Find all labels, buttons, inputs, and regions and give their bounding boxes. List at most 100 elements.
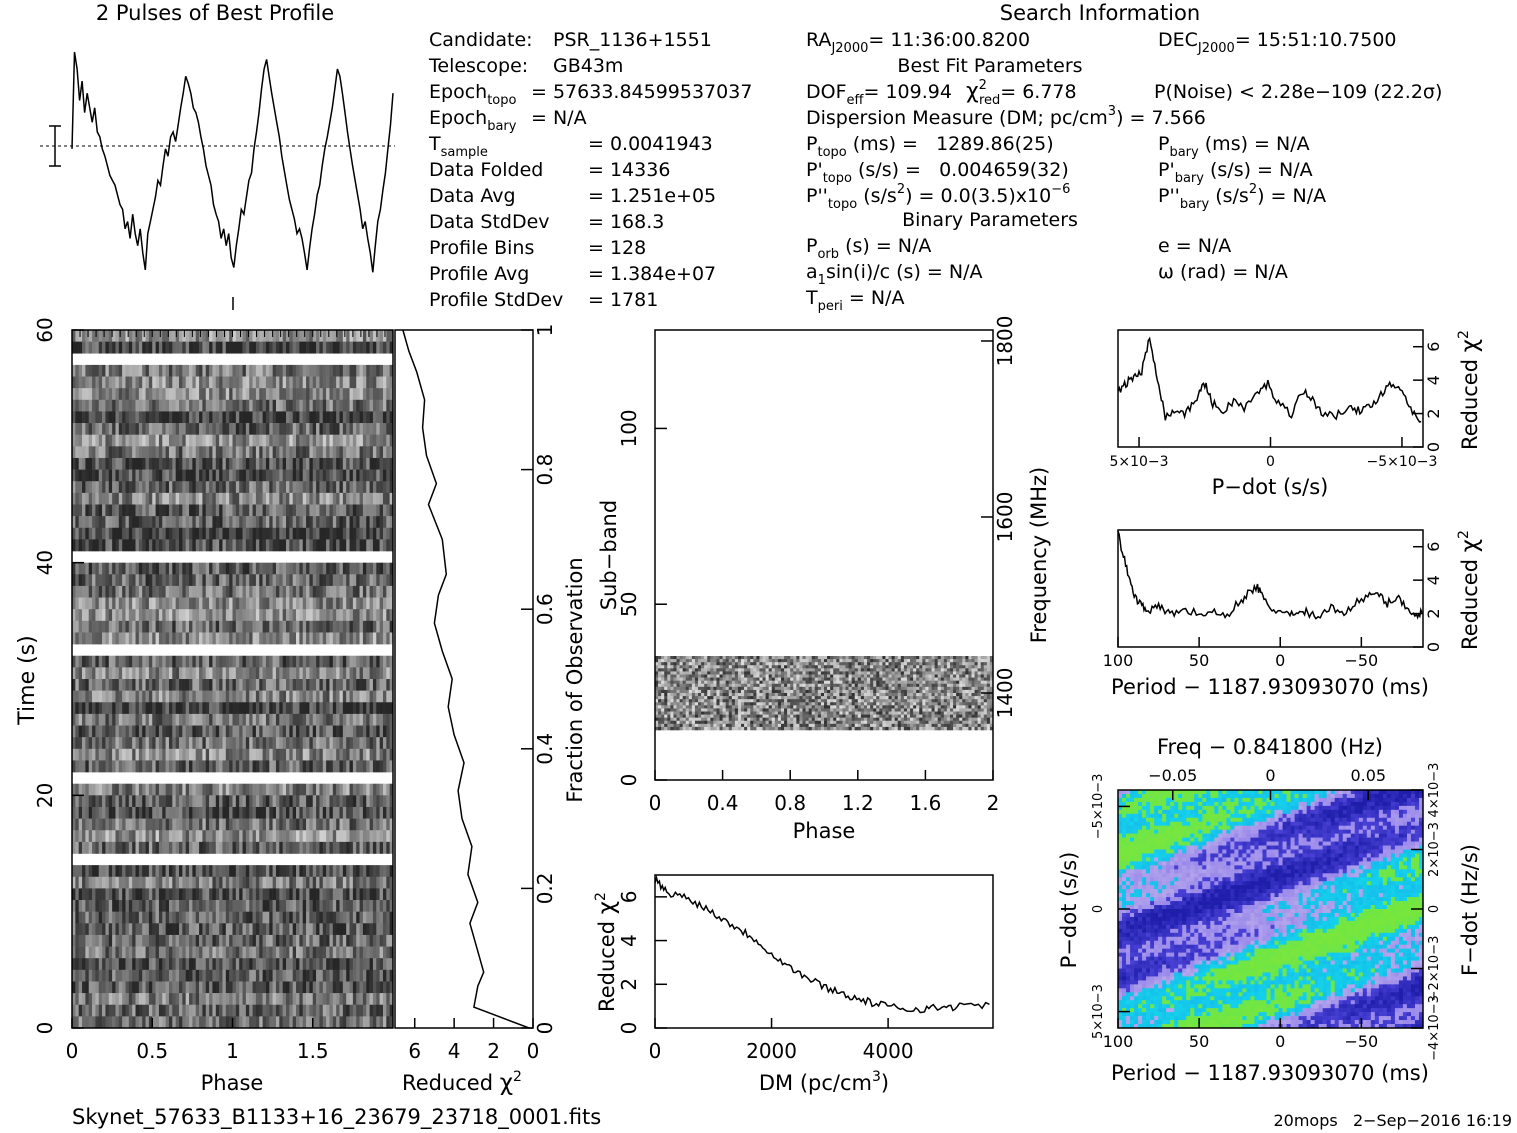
heat-cell (342, 516, 347, 529)
heat-cell (158, 388, 163, 401)
heat-cell (326, 423, 330, 435)
heat-cell (112, 923, 116, 936)
heat-cell (275, 388, 280, 401)
heat-cell (118, 969, 123, 982)
heat-cell (306, 690, 310, 703)
heat-cell (138, 423, 143, 435)
heat-cell (112, 492, 116, 505)
heat-cell (386, 411, 390, 424)
heat-cell (329, 958, 334, 971)
heat-cell (152, 760, 156, 773)
heat-cell (265, 841, 270, 854)
heat-cell (185, 888, 190, 901)
heat-cell (182, 376, 186, 389)
heat-cell (369, 923, 374, 936)
heat-cell (145, 632, 150, 645)
heat-cell (292, 748, 297, 761)
heat-cell (282, 434, 287, 447)
heat-cell (225, 713, 230, 726)
heat-cell (312, 702, 317, 715)
heat-cell (232, 900, 237, 912)
heat-cell (349, 806, 354, 819)
heat-cell (326, 783, 330, 796)
heat-cell (205, 539, 210, 552)
heat-cell (232, 609, 237, 622)
heat-cell (312, 667, 317, 680)
heat-cell (165, 632, 170, 645)
heat-cell (299, 760, 304, 773)
heat-cell (82, 632, 86, 645)
heat-cell (205, 760, 210, 773)
heat-cell (252, 806, 257, 819)
heat-cell (225, 399, 230, 412)
heat-cell (252, 341, 257, 354)
info-row-value: = 14336 (588, 159, 670, 181)
heat-cell (342, 841, 347, 854)
heat-cell (78, 911, 83, 924)
heat-cell (245, 364, 250, 377)
heat-cell (229, 364, 233, 377)
heat-cell (382, 667, 387, 680)
heat-cell (282, 562, 287, 575)
heat-cell (75, 737, 79, 750)
heat-cell (215, 969, 220, 982)
heat-cell (128, 934, 133, 947)
heat-cell (175, 457, 180, 470)
heat-cell (309, 341, 314, 354)
heat-cell (279, 818, 283, 831)
heat-cell (382, 516, 387, 529)
heat-cell (386, 423, 390, 435)
heat-cell (152, 457, 156, 470)
heat-cell (356, 376, 360, 389)
heat-cell (275, 620, 280, 633)
heat-cell (148, 865, 153, 878)
heat-cell (78, 562, 83, 575)
heat-cell (329, 597, 334, 610)
heat-cell (292, 760, 297, 773)
heat-cell (286, 702, 290, 715)
heat-cell (299, 341, 304, 354)
heat-cell (172, 341, 176, 354)
heat-cell (162, 911, 166, 924)
heat-cell (306, 946, 310, 959)
heat-cell (152, 841, 156, 854)
heat-cell (72, 969, 76, 982)
heat-cell (262, 958, 267, 971)
heat-cell (242, 911, 247, 924)
heat-cell (339, 504, 344, 517)
heat-cell (349, 492, 354, 505)
heat-cell (299, 434, 304, 447)
heat-cell (195, 562, 200, 575)
heat-cell (275, 446, 280, 459)
heat-cell (379, 597, 384, 610)
heat-cell (122, 376, 126, 389)
heat-cell (282, 690, 287, 703)
heat-cell (346, 690, 350, 703)
heat-cell (299, 923, 304, 936)
heat-cell (78, 597, 83, 610)
heat-cell (332, 783, 337, 796)
heat-cell (279, 597, 283, 610)
heat-cell (219, 946, 223, 959)
heat-cell (92, 399, 96, 412)
heat-cell (386, 632, 390, 645)
heat-cell (102, 818, 106, 831)
heat-cell (299, 481, 304, 494)
heat-cell (309, 865, 314, 878)
heat-cell (152, 399, 156, 412)
heat-cell (292, 900, 297, 912)
heat-cell (286, 737, 290, 750)
heat-cell (322, 865, 327, 878)
heat-cell (369, 725, 374, 738)
heat-cell (202, 330, 207, 342)
heat-cell (95, 737, 100, 750)
heat-cell (282, 399, 287, 412)
heat-cell (75, 888, 79, 901)
heat-cell (279, 806, 283, 819)
heat-cell (359, 585, 364, 598)
heat-cell (205, 748, 210, 761)
heat-cell (85, 725, 90, 738)
heat-cell (118, 364, 123, 377)
heat-cell (192, 527, 197, 540)
heat-cell (205, 806, 210, 819)
